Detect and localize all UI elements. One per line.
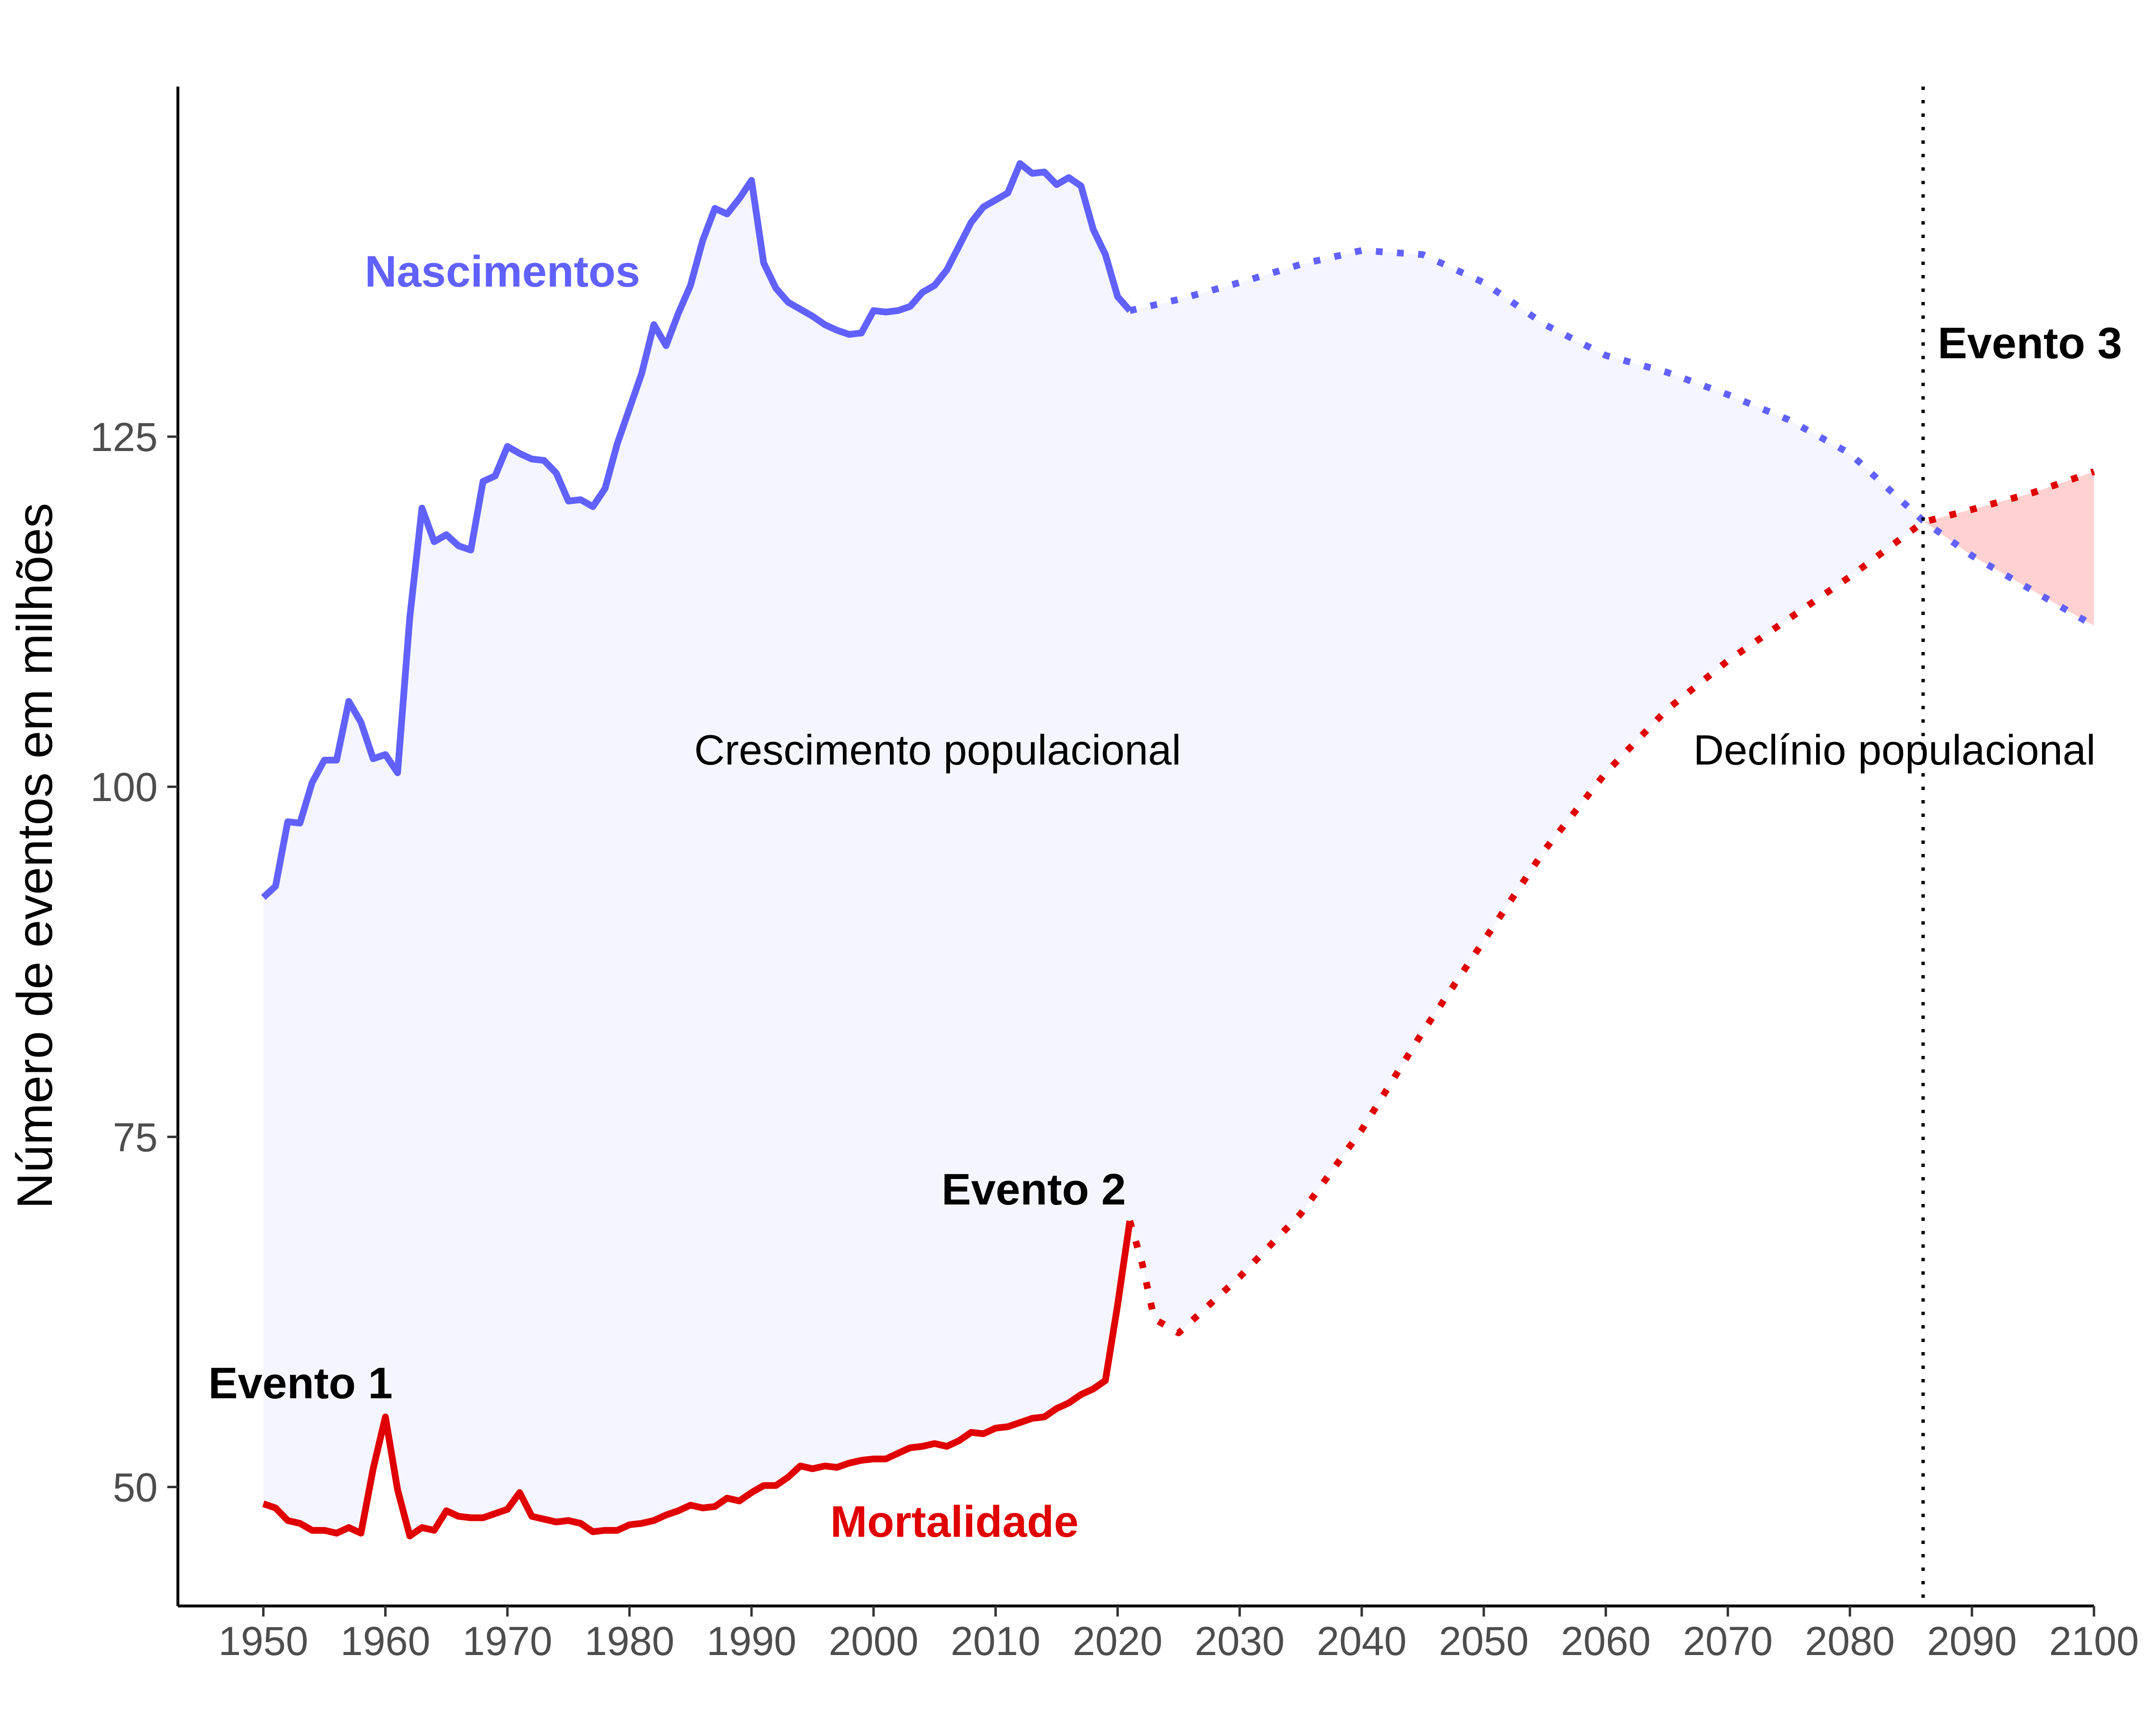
decline-region-label: Declínio populacional bbox=[1693, 726, 2096, 774]
y-axis-ticks: 50 75 100 125 bbox=[90, 414, 178, 1510]
x-tick-label: 1950 bbox=[218, 1618, 308, 1664]
y-tick-label: 100 bbox=[90, 765, 158, 810]
y-tick-label: 75 bbox=[113, 1115, 158, 1160]
x-tick-label: 1980 bbox=[585, 1618, 675, 1664]
area-fills bbox=[263, 163, 2094, 1536]
births-line-observed bbox=[261, 160, 1133, 900]
x-tick-label: 2030 bbox=[1195, 1618, 1285, 1664]
births-line-projected bbox=[1129, 247, 2096, 629]
deaths-series-label: Mortalidade bbox=[830, 1497, 1078, 1546]
x-tick-label: 1970 bbox=[463, 1618, 552, 1664]
x-tick-label: 1990 bbox=[707, 1618, 797, 1664]
x-tick-label: 2080 bbox=[1805, 1618, 1895, 1664]
births-series-label: Nascimentos bbox=[365, 247, 640, 296]
x-tick-label: 1960 bbox=[340, 1618, 430, 1664]
x-tick-label: 2020 bbox=[1073, 1618, 1163, 1664]
x-tick-label: 2050 bbox=[1439, 1618, 1529, 1664]
series-lines bbox=[261, 160, 2096, 1540]
event-1-label: Evento 1 bbox=[208, 1359, 392, 1408]
x-tick-label: 2040 bbox=[1317, 1618, 1407, 1664]
y-tick-label: 125 bbox=[90, 414, 158, 460]
growth-region-label: Crescimento populacional bbox=[694, 726, 1181, 774]
event-3-label: Evento 3 bbox=[1938, 319, 2122, 368]
x-tick-label: 2010 bbox=[951, 1618, 1040, 1664]
growth-area bbox=[263, 163, 1923, 1536]
x-tick-label: 2100 bbox=[2049, 1618, 2139, 1664]
deaths-line-observed bbox=[262, 1220, 1133, 1540]
y-axis-title: Número de eventos em milhões bbox=[7, 503, 63, 1209]
decline-area bbox=[1923, 471, 2094, 626]
event-2-label: Evento 2 bbox=[941, 1165, 1126, 1214]
x-axis-ticks: 1950 1960 1970 1980 1990 2000 2010 2020 2030 2040… bbox=[218, 1606, 2139, 1664]
x-tick-label: 2070 bbox=[1683, 1618, 1773, 1664]
axes bbox=[176, 87, 2094, 1607]
deaths-line-projected bbox=[1127, 468, 2095, 1337]
x-tick-label: 2060 bbox=[1561, 1618, 1651, 1664]
y-tick-label: 50 bbox=[113, 1465, 158, 1510]
x-tick-label: 2090 bbox=[1927, 1618, 2017, 1664]
x-tick-label: 2000 bbox=[828, 1618, 918, 1664]
